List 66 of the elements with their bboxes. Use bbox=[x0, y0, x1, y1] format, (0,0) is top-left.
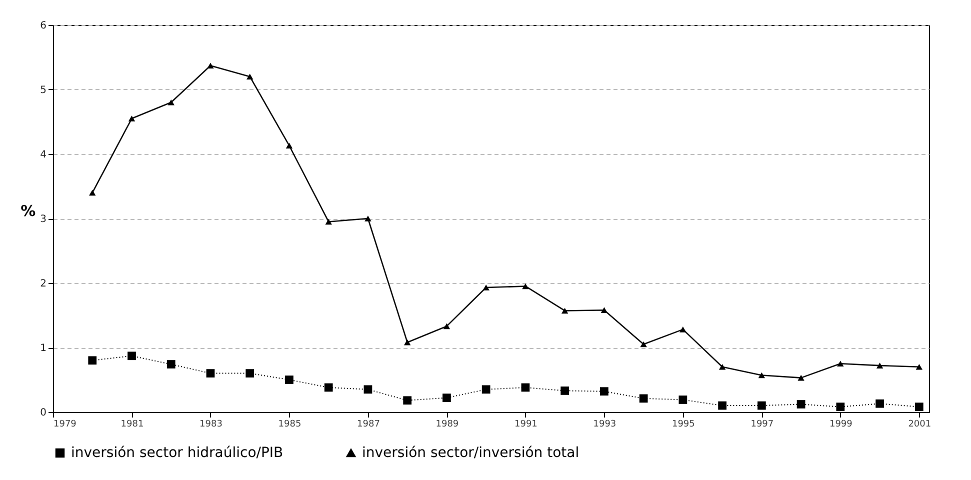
point bbox=[758, 372, 766, 378]
point bbox=[876, 362, 884, 368]
y-tick-label: 3 bbox=[40, 214, 46, 225]
x-tick-label: 1983 bbox=[200, 420, 222, 430]
y-tick-label: 6 bbox=[40, 20, 46, 32]
x-tick-label: 1979 bbox=[54, 420, 77, 430]
legend-label: inversión sector hidraúlico/PIB bbox=[71, 445, 284, 461]
x-tick-label: 1993 bbox=[593, 420, 616, 430]
point bbox=[207, 62, 214, 69]
point bbox=[325, 218, 332, 225]
point bbox=[404, 339, 411, 346]
x-tick-label: 1997 bbox=[750, 420, 774, 430]
x-tick-label: 1987 bbox=[357, 420, 380, 430]
point bbox=[914, 402, 924, 412]
point bbox=[640, 341, 647, 348]
point bbox=[246, 74, 254, 80]
point bbox=[561, 308, 568, 314]
y-tick-label: 1 bbox=[40, 343, 46, 354]
point bbox=[128, 352, 136, 360]
y-tick-label: 0 bbox=[40, 408, 46, 418]
point bbox=[286, 142, 293, 149]
point bbox=[639, 394, 648, 403]
point bbox=[403, 396, 412, 405]
y-tick-label: 4 bbox=[40, 150, 46, 160]
point bbox=[89, 190, 96, 196]
x-tick-label: 1991 bbox=[514, 420, 538, 430]
point bbox=[916, 364, 923, 370]
point bbox=[600, 387, 608, 396]
x-tick-label: 1985 bbox=[278, 420, 302, 430]
point bbox=[680, 326, 686, 332]
point bbox=[364, 385, 372, 394]
x-tick-label: 1995 bbox=[672, 420, 695, 430]
x-tick-label: 1989 bbox=[436, 420, 459, 430]
point bbox=[876, 399, 884, 408]
point bbox=[482, 284, 490, 290]
point bbox=[560, 386, 570, 395]
point bbox=[168, 99, 174, 106]
legend-label: inversión sector/inversión total bbox=[362, 445, 580, 461]
point bbox=[206, 369, 215, 378]
point bbox=[798, 374, 804, 381]
x-tick-label: 1981 bbox=[120, 420, 144, 430]
x-tick-label: 2001 bbox=[908, 420, 932, 430]
point bbox=[364, 216, 372, 222]
point bbox=[521, 383, 530, 392]
point bbox=[443, 323, 450, 330]
point bbox=[522, 283, 529, 290]
y-axis-title: % bbox=[20, 202, 36, 220]
point bbox=[166, 360, 176, 368]
point bbox=[285, 376, 294, 384]
y-tick-label: 2 bbox=[40, 278, 46, 290]
point bbox=[718, 401, 726, 410]
point bbox=[324, 383, 333, 392]
y-tick-label: 5 bbox=[40, 85, 46, 96]
point bbox=[757, 401, 766, 410]
point bbox=[836, 402, 845, 412]
point bbox=[482, 385, 490, 394]
point bbox=[718, 364, 726, 370]
point bbox=[246, 369, 254, 378]
point bbox=[678, 396, 688, 404]
point bbox=[88, 356, 97, 365]
x-tick-label: 1999 bbox=[829, 420, 853, 430]
point bbox=[837, 360, 844, 367]
point bbox=[442, 394, 451, 402]
point bbox=[796, 400, 806, 408]
point bbox=[128, 116, 136, 122]
point bbox=[600, 307, 608, 313]
